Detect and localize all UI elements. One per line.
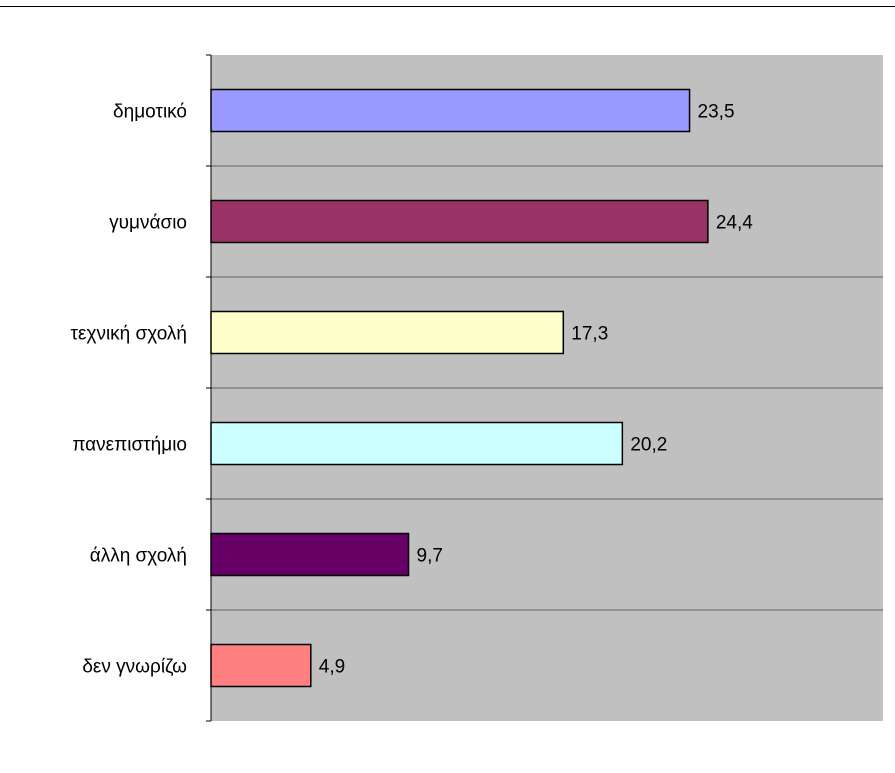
category-label: γυμνάσιο [109,213,187,234]
data-label: 23,5 [698,102,735,123]
bar [210,310,565,355]
data-labels: 23,5 24,4 17,3 20,2 9,7 4,9 [319,102,754,678]
category-label: δεν γνωρίζω [82,657,187,678]
category-label: δημοτικό [113,102,187,123]
data-label: 20,2 [630,435,667,456]
category-label: άλλη σχολή [90,546,187,567]
data-label: 4,9 [319,657,345,678]
category-labels: δημοτικό γυμνάσιο τεχνική σχολή πανεπιστήμι… [71,102,188,678]
bar [210,532,410,577]
axis-ticks [206,54,211,722]
data-label: 24,4 [716,213,753,234]
bar [210,88,691,133]
bar [210,199,709,244]
data-label: 9,7 [417,546,443,567]
bar [210,643,312,688]
top-border-line [0,6,895,7]
grid-lines [211,165,883,611]
data-label: 17,3 [571,324,608,345]
category-label: τεχνική σχολή [71,324,187,345]
category-label: πανεπιστήμιο [72,435,187,456]
bar [210,421,624,466]
